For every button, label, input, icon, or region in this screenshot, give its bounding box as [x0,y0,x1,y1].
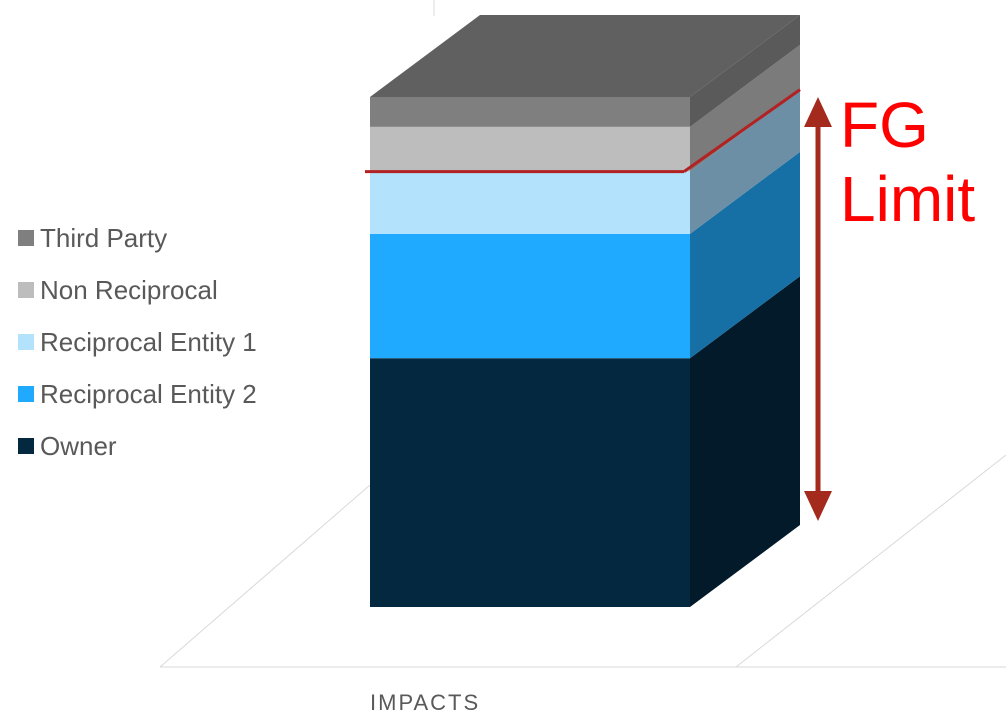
legend-label: Reciprocal Entity 1 [40,326,257,357]
bar-side-reciprocal-entity-1 [690,89,800,234]
legend-swatch [18,282,34,298]
bar-side-third-party [690,15,800,127]
stacked-bar [370,15,800,607]
bar-segment-non-reciprocal [370,126,690,172]
bar-side-non-reciprocal [690,44,800,172]
fg-limit-arrow-head-down [804,491,832,521]
bar-top-face [370,15,800,97]
legend-label: Third Party [40,222,168,253]
fg-limit-line-depth [683,88,801,173]
fg-limit-line1: FG [840,89,929,161]
legend-swatch [18,386,34,402]
bar-side-owner [690,276,800,607]
legend-item-owner: Owner [18,420,257,472]
legend-swatch [18,438,34,454]
legend-label: Non Reciprocal [40,274,218,305]
gridlines [159,0,1006,668]
bar-segment-reciprocal-entity-1 [370,171,690,234]
legend-swatch [18,334,34,350]
legend-item-reciprocal-entity-1: Reciprocal Entity 1 [18,316,257,368]
legend-item-reciprocal-entity-2: Reciprocal Entity 2 [18,368,257,420]
legend: Third Party Non Reciprocal Reciprocal En… [18,212,257,472]
bar-side-reciprocal-entity-2 [690,151,800,359]
legend-swatch [18,230,34,246]
bar-segment-third-party [370,97,690,127]
fg-limit-label: FG Limit [840,88,975,236]
floor-gridline [159,484,371,668]
fg-limit-annotation [365,88,832,521]
bar-segment-owner [370,358,690,607]
floor-gridline [735,454,1006,668]
legend-item-third-party: Third Party [18,212,257,264]
legend-label: Reciprocal Entity 2 [40,378,257,409]
legend-label: Owner [40,430,117,461]
legend-item-non-reciprocal: Non Reciprocal [18,264,257,316]
fg-limit-line2: Limit [840,163,976,235]
fg-limit-arrow-head-up [804,97,832,127]
x-axis-label: IMPACTS [370,690,481,715]
bar-segment-reciprocal-entity-2 [370,233,690,359]
